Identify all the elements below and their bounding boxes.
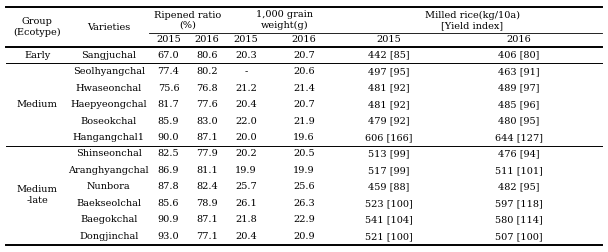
Text: 25.7: 25.7 (235, 182, 257, 192)
Text: 80.6: 80.6 (196, 51, 218, 60)
Text: Haepyeongchal: Haepyeongchal (71, 100, 147, 109)
Text: 21.2: 21.2 (235, 84, 257, 93)
Text: 485 [96]: 485 [96] (498, 100, 539, 109)
Text: 81.7: 81.7 (157, 100, 179, 109)
Text: 481 [92]: 481 [92] (368, 100, 410, 109)
Text: 20.6: 20.6 (293, 67, 315, 76)
Text: 481 [92]: 481 [92] (368, 84, 410, 93)
Text: 406 [80]: 406 [80] (498, 51, 539, 60)
Text: 2016: 2016 (292, 36, 316, 44)
Text: 78.9: 78.9 (196, 199, 218, 208)
Text: Hangangchal1: Hangangchal1 (73, 133, 145, 142)
Text: 580 [114]: 580 [114] (495, 215, 542, 224)
Text: 82.5: 82.5 (157, 149, 179, 159)
Text: 19.9: 19.9 (235, 166, 257, 175)
Text: 87.1: 87.1 (196, 133, 218, 142)
Text: 480 [95]: 480 [95] (498, 117, 539, 125)
Text: Medium: Medium (17, 100, 58, 109)
Text: 83.0: 83.0 (196, 117, 218, 125)
Text: Baekseolchal: Baekseolchal (77, 199, 142, 208)
Text: 21.8: 21.8 (235, 215, 257, 224)
Text: 22.0: 22.0 (235, 117, 257, 125)
Text: 77.6: 77.6 (196, 100, 218, 109)
Text: 80.2: 80.2 (196, 67, 218, 76)
Text: 476 [94]: 476 [94] (498, 149, 539, 159)
Text: 25.6: 25.6 (293, 182, 315, 192)
Text: 2015: 2015 (376, 36, 401, 44)
Text: 85.9: 85.9 (157, 117, 179, 125)
Text: 497 [95]: 497 [95] (368, 67, 410, 76)
Text: 20.7: 20.7 (293, 51, 315, 60)
Text: Group
(Ecotype): Group (Ecotype) (13, 17, 61, 37)
Text: 20.7: 20.7 (293, 100, 315, 109)
Text: 75.6: 75.6 (157, 84, 179, 93)
Text: Dongjinchal: Dongjinchal (79, 232, 139, 241)
Text: Shinseonchal: Shinseonchal (76, 149, 142, 159)
Text: -: - (244, 67, 247, 76)
Text: Sangjuchal: Sangjuchal (81, 51, 136, 60)
Text: 20.5: 20.5 (293, 149, 315, 159)
Text: Nunbora: Nunbora (87, 182, 131, 192)
Text: Medium
-late: Medium -late (17, 185, 58, 205)
Text: 85.6: 85.6 (157, 199, 179, 208)
Text: 87.8: 87.8 (157, 182, 179, 192)
Text: Milled rice(kg/10a)
[Yield index]: Milled rice(kg/10a) [Yield index] (425, 10, 520, 30)
Text: 86.9: 86.9 (157, 166, 179, 175)
Text: 644 [127]: 644 [127] (494, 133, 542, 142)
Text: 511 [101]: 511 [101] (494, 166, 542, 175)
Text: 507 [100]: 507 [100] (495, 232, 542, 241)
Text: 26.3: 26.3 (293, 199, 315, 208)
Text: 87.1: 87.1 (196, 215, 218, 224)
Text: 463 [91]: 463 [91] (498, 67, 539, 76)
Text: 2015: 2015 (233, 36, 258, 44)
Text: 597 [118]: 597 [118] (495, 199, 542, 208)
Text: 20.2: 20.2 (235, 149, 257, 159)
Text: Boseokchal: Boseokchal (81, 117, 137, 125)
Text: 90.0: 90.0 (157, 133, 179, 142)
Text: 67.0: 67.0 (157, 51, 179, 60)
Text: 482 [95]: 482 [95] (498, 182, 539, 192)
Text: 21.4: 21.4 (293, 84, 315, 93)
Text: 2016: 2016 (195, 36, 219, 44)
Text: 1,000 grain
weight(g): 1,000 grain weight(g) (256, 10, 313, 30)
Text: 77.4: 77.4 (157, 67, 179, 76)
Text: Hwaseonchal: Hwaseonchal (76, 84, 142, 93)
Text: Baegokchal: Baegokchal (80, 215, 137, 224)
Text: 77.9: 77.9 (196, 149, 218, 159)
Text: Ripened ratio
(%): Ripened ratio (%) (154, 11, 221, 30)
Text: 2016: 2016 (506, 36, 531, 44)
Text: 90.9: 90.9 (157, 215, 179, 224)
Text: 459 [88]: 459 [88] (368, 182, 410, 192)
Text: 20.9: 20.9 (293, 232, 315, 241)
Text: Seolhyangchal: Seolhyangchal (73, 67, 145, 76)
Text: 77.1: 77.1 (196, 232, 218, 241)
Text: 21.9: 21.9 (293, 117, 315, 125)
Text: 26.1: 26.1 (235, 199, 257, 208)
Text: 20.4: 20.4 (235, 100, 257, 109)
Text: 81.1: 81.1 (196, 166, 218, 175)
Text: 606 [166]: 606 [166] (365, 133, 413, 142)
Text: 20.4: 20.4 (235, 232, 257, 241)
Text: Early: Early (24, 51, 50, 60)
Text: 489 [97]: 489 [97] (498, 84, 539, 93)
Text: 2015: 2015 (156, 36, 181, 44)
Text: 93.0: 93.0 (157, 232, 179, 241)
Text: 20.0: 20.0 (235, 133, 257, 142)
Text: 479 [92]: 479 [92] (368, 117, 410, 125)
Text: 20.3: 20.3 (235, 51, 257, 60)
Text: Varieties: Varieties (87, 23, 131, 32)
Text: 541 [104]: 541 [104] (365, 215, 413, 224)
Text: 521 [100]: 521 [100] (365, 232, 413, 241)
Text: 517 [99]: 517 [99] (368, 166, 410, 175)
Text: Aranghyangchal: Aranghyangchal (69, 166, 149, 175)
Text: 22.9: 22.9 (293, 215, 315, 224)
Text: 442 [85]: 442 [85] (368, 51, 410, 60)
Text: 19.9: 19.9 (293, 166, 315, 175)
Text: 19.6: 19.6 (293, 133, 315, 142)
Text: 82.4: 82.4 (196, 182, 218, 192)
Text: 523 [100]: 523 [100] (365, 199, 413, 208)
Text: 76.8: 76.8 (196, 84, 218, 93)
Text: 513 [99]: 513 [99] (368, 149, 410, 159)
